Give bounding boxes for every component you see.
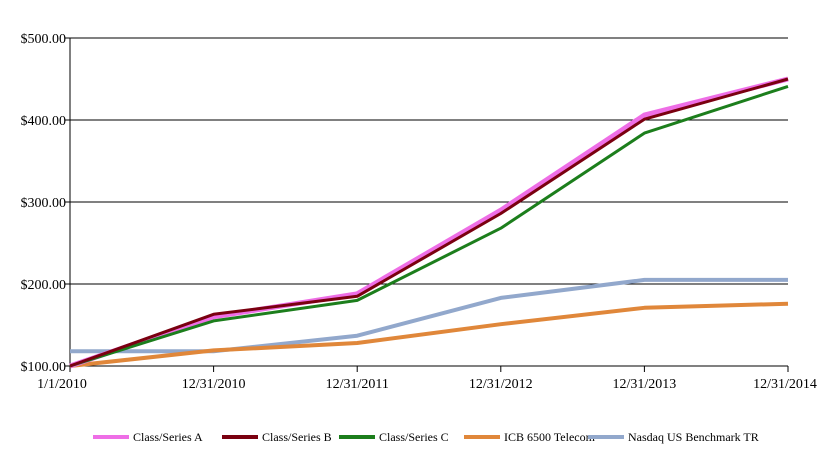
series-line-class-series-c <box>69 84 789 368</box>
gridlines <box>70 37 788 285</box>
x-tick-label: 12/31/2013 <box>613 377 677 392</box>
x-tick-labels: 1/1/2010 12/31/2010 12/31/2011 12/31/2012 12… <box>37 377 817 392</box>
y-tick-label: $100.00 <box>21 360 67 375</box>
legend: Class/Series A Class/Series B Class/Series… <box>93 430 759 444</box>
legend-label: Class/Series B <box>262 430 332 444</box>
series-line-class-series-a <box>69 76 789 369</box>
legend-label: Nasdaq US Benchmark TR <box>628 430 759 444</box>
x-tick-label: 12/31/2014 <box>753 377 817 392</box>
x-tick-label: 12/31/2012 <box>469 377 533 392</box>
x-tick-label: 12/31/2010 <box>182 377 246 392</box>
series-lines <box>69 76 789 369</box>
y-tick-label: $400.00 <box>21 114 67 129</box>
y-tick-label: $300.00 <box>21 196 67 211</box>
y-tick-label: $200.00 <box>21 278 67 293</box>
axes <box>65 37 789 372</box>
legend-label: Class/Series C <box>379 430 449 444</box>
y-tick-label: $500.00 <box>21 32 67 47</box>
series-line-class-series-b <box>69 77 789 368</box>
x-tick-label: 1/1/2010 <box>37 377 87 392</box>
series-line-icb-6500-telecom <box>69 301 789 368</box>
series-line-nasdaq-us-benchmark-tr <box>70 277 788 354</box>
y-tick-labels: $100.00 $200.00 $300.00 $400.00 $500.00 <box>21 32 67 375</box>
x-tick-label: 12/31/2011 <box>326 377 389 392</box>
legend-label: Class/Series A <box>133 430 203 444</box>
legend-label: ICB 6500 Telecom <box>504 430 596 444</box>
